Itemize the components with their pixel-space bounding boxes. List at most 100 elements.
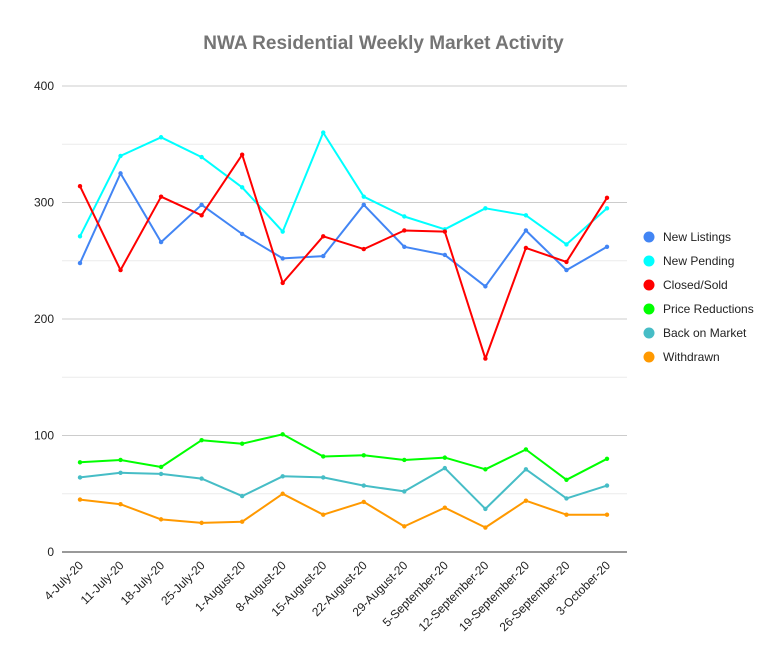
data-point — [564, 512, 569, 517]
legend-label: Back on Market — [663, 326, 747, 340]
data-point — [280, 491, 285, 496]
data-point — [483, 284, 488, 289]
data-point — [280, 474, 285, 479]
series-line — [79, 492, 607, 529]
data-point — [118, 153, 123, 159]
series-price-reductions — [77, 432, 610, 482]
data-point — [158, 194, 164, 199]
data-point — [239, 231, 245, 237]
data-point — [402, 228, 407, 233]
legend-item: Price Reductions — [643, 302, 754, 316]
data-point — [199, 213, 204, 218]
data-point — [523, 498, 529, 503]
series-new-pending — [77, 130, 610, 247]
data-point — [239, 519, 245, 524]
series-withdrawn — [77, 491, 610, 530]
gridlines — [62, 85, 627, 553]
series-closed-sold — [77, 152, 610, 361]
data-point — [239, 185, 245, 190]
data-point — [77, 475, 83, 480]
legend-label: New Listings — [663, 230, 731, 244]
data-point — [199, 520, 204, 526]
data-point — [118, 457, 123, 463]
data-point — [239, 493, 245, 499]
data-point — [158, 239, 164, 245]
data-point — [158, 517, 164, 522]
data-point — [402, 214, 407, 219]
legend-swatch — [643, 231, 655, 243]
data-point — [442, 465, 448, 471]
legend-label: Closed/Sold — [663, 278, 728, 292]
data-point — [199, 202, 204, 208]
data-point — [361, 453, 366, 458]
data-point — [604, 483, 610, 488]
data-point — [321, 234, 326, 239]
series-back-on-market — [77, 465, 610, 512]
legend-swatch — [643, 351, 655, 363]
legend-swatch — [643, 327, 655, 339]
data-point — [321, 454, 326, 459]
data-point — [523, 467, 529, 472]
legend-item: Withdrawn — [643, 350, 720, 364]
data-point — [604, 195, 610, 201]
data-point — [239, 152, 245, 157]
data-point — [402, 244, 407, 249]
data-point — [442, 505, 448, 510]
y-axis: 0 100 200 300 400 — [34, 79, 54, 559]
data-point — [402, 457, 407, 463]
data-point — [483, 356, 488, 361]
series-lines — [77, 130, 610, 530]
series-line — [79, 433, 608, 481]
data-point — [442, 455, 448, 460]
x-axis: 4-July-2011-July-2018-July-2025-July-201… — [41, 558, 613, 634]
data-point — [158, 471, 164, 477]
data-point — [118, 171, 123, 176]
data-point — [158, 464, 164, 470]
data-point — [442, 252, 448, 258]
y-tick-label: 0 — [47, 545, 54, 559]
data-point — [118, 267, 123, 273]
data-point — [523, 245, 529, 251]
y-tick-label: 400 — [34, 79, 54, 93]
data-point — [118, 502, 123, 507]
data-point — [118, 470, 123, 475]
legend-item: New Pending — [643, 254, 734, 268]
legend: New Listings New Pending Closed/Sold Price … — [643, 230, 754, 364]
data-point — [483, 525, 488, 530]
chart-title: NWA Residential Weekly Market Activity — [203, 33, 564, 54]
data-point — [564, 477, 569, 482]
data-point — [77, 183, 83, 189]
series-line — [79, 131, 608, 246]
legend-swatch — [643, 303, 655, 315]
data-point — [77, 497, 83, 502]
data-point — [523, 447, 529, 452]
data-point — [483, 206, 488, 211]
data-point — [564, 496, 569, 501]
data-point — [483, 467, 488, 472]
data-point — [361, 194, 366, 199]
data-point — [280, 256, 285, 261]
data-point — [321, 130, 326, 135]
series-new-listings — [77, 171, 610, 289]
data-point — [199, 476, 204, 481]
data-point — [321, 512, 326, 517]
data-point — [564, 242, 569, 247]
x-tick-label: 12-September-20 — [416, 558, 492, 634]
data-point — [280, 229, 285, 234]
data-point — [321, 253, 326, 259]
series-line — [79, 153, 608, 360]
legend-label: Price Reductions — [663, 302, 754, 316]
data-point — [77, 234, 83, 239]
data-point — [483, 506, 488, 512]
data-point — [199, 154, 204, 160]
legend-label: New Pending — [663, 254, 734, 268]
data-point — [77, 460, 83, 465]
data-point — [158, 135, 164, 140]
data-point — [239, 441, 245, 446]
data-point — [604, 456, 610, 461]
data-point — [361, 202, 366, 208]
data-point — [604, 244, 610, 249]
x-tick-label: 19-September-20 — [456, 558, 532, 634]
series-line — [79, 467, 608, 510]
